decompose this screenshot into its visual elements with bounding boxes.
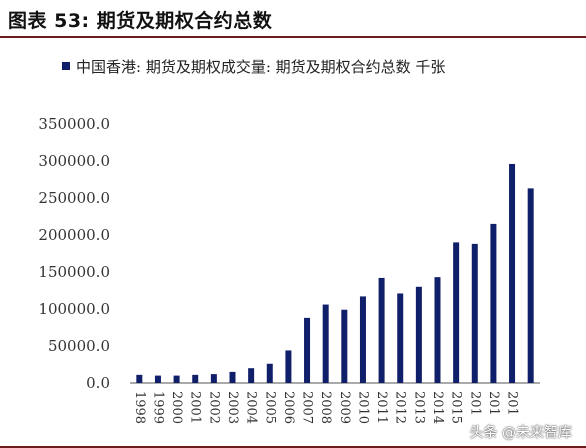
legend-label: 中国香港: 期货及期权成交量: 期货及期权合约总数 千张 bbox=[76, 58, 446, 76]
bar bbox=[397, 293, 404, 383]
y-tick-label: 100000.0 bbox=[38, 300, 110, 318]
x-tick-label: 201 bbox=[467, 391, 482, 416]
x-tick-label: 2009 bbox=[337, 391, 352, 424]
x-tick-label: 2014 bbox=[430, 391, 445, 424]
bar bbox=[490, 223, 497, 383]
x-tick-label: 2002 bbox=[206, 391, 221, 424]
bar bbox=[415, 286, 422, 383]
bar bbox=[378, 277, 385, 383]
bar bbox=[229, 371, 236, 383]
x-tick-label: 2003 bbox=[225, 391, 240, 424]
x-tick-label: 2015 bbox=[449, 391, 464, 424]
bar bbox=[527, 188, 534, 383]
bar bbox=[173, 375, 180, 383]
bottom-divider bbox=[0, 446, 586, 448]
x-tick-label: 201 bbox=[486, 391, 501, 416]
y-tick-label: 300000.0 bbox=[38, 152, 110, 170]
title-divider bbox=[0, 36, 586, 38]
bar bbox=[154, 375, 161, 383]
bar bbox=[285, 350, 292, 383]
x-tick-label: 1998 bbox=[132, 391, 147, 424]
legend-swatch bbox=[62, 62, 70, 70]
watermark: 头条 @未来智库 bbox=[469, 425, 572, 441]
bar bbox=[434, 277, 441, 383]
x-tick-label: 1999 bbox=[150, 391, 165, 424]
bar bbox=[210, 374, 217, 383]
bar bbox=[136, 374, 143, 383]
x-tick-label: 201 bbox=[505, 391, 520, 416]
x-tick-label: 2004 bbox=[244, 391, 259, 424]
bar bbox=[266, 363, 273, 383]
x-tick-label: 2013 bbox=[411, 391, 426, 424]
bar bbox=[453, 242, 460, 383]
y-tick-label: 50000.0 bbox=[48, 337, 110, 355]
bar bbox=[359, 296, 366, 383]
bar bbox=[248, 368, 255, 383]
x-tick-label: 2000 bbox=[169, 391, 184, 424]
x-tick-label: 2006 bbox=[281, 391, 296, 424]
y-tick-label: 200000.0 bbox=[38, 226, 110, 244]
x-tick-label: 2010 bbox=[355, 391, 370, 424]
y-tick-label: 150000.0 bbox=[38, 263, 110, 281]
x-tick-label: 2011 bbox=[374, 391, 389, 424]
bar bbox=[471, 243, 478, 383]
x-tick-label: 2005 bbox=[262, 391, 277, 424]
x-tick-label: 2007 bbox=[300, 391, 315, 424]
bar bbox=[322, 304, 329, 383]
y-tick-label: 250000.0 bbox=[38, 189, 110, 207]
x-tick-label: 2001 bbox=[188, 391, 203, 424]
x-tick-label: 2008 bbox=[318, 391, 333, 424]
bar bbox=[304, 317, 311, 383]
bar bbox=[192, 374, 199, 383]
bar bbox=[509, 163, 516, 383]
bar bbox=[341, 309, 348, 383]
chart-figure-title: 图表 53: 期货及期权合约总数 bbox=[8, 10, 273, 32]
y-tick-label: 0.0 bbox=[86, 374, 110, 392]
chart-legend: 中国香港: 期货及期权成交量: 期货及期权合约总数 千张 bbox=[62, 56, 532, 78]
x-tick-label: 2012 bbox=[393, 391, 408, 424]
y-tick-label: 350000.0 bbox=[38, 115, 110, 133]
